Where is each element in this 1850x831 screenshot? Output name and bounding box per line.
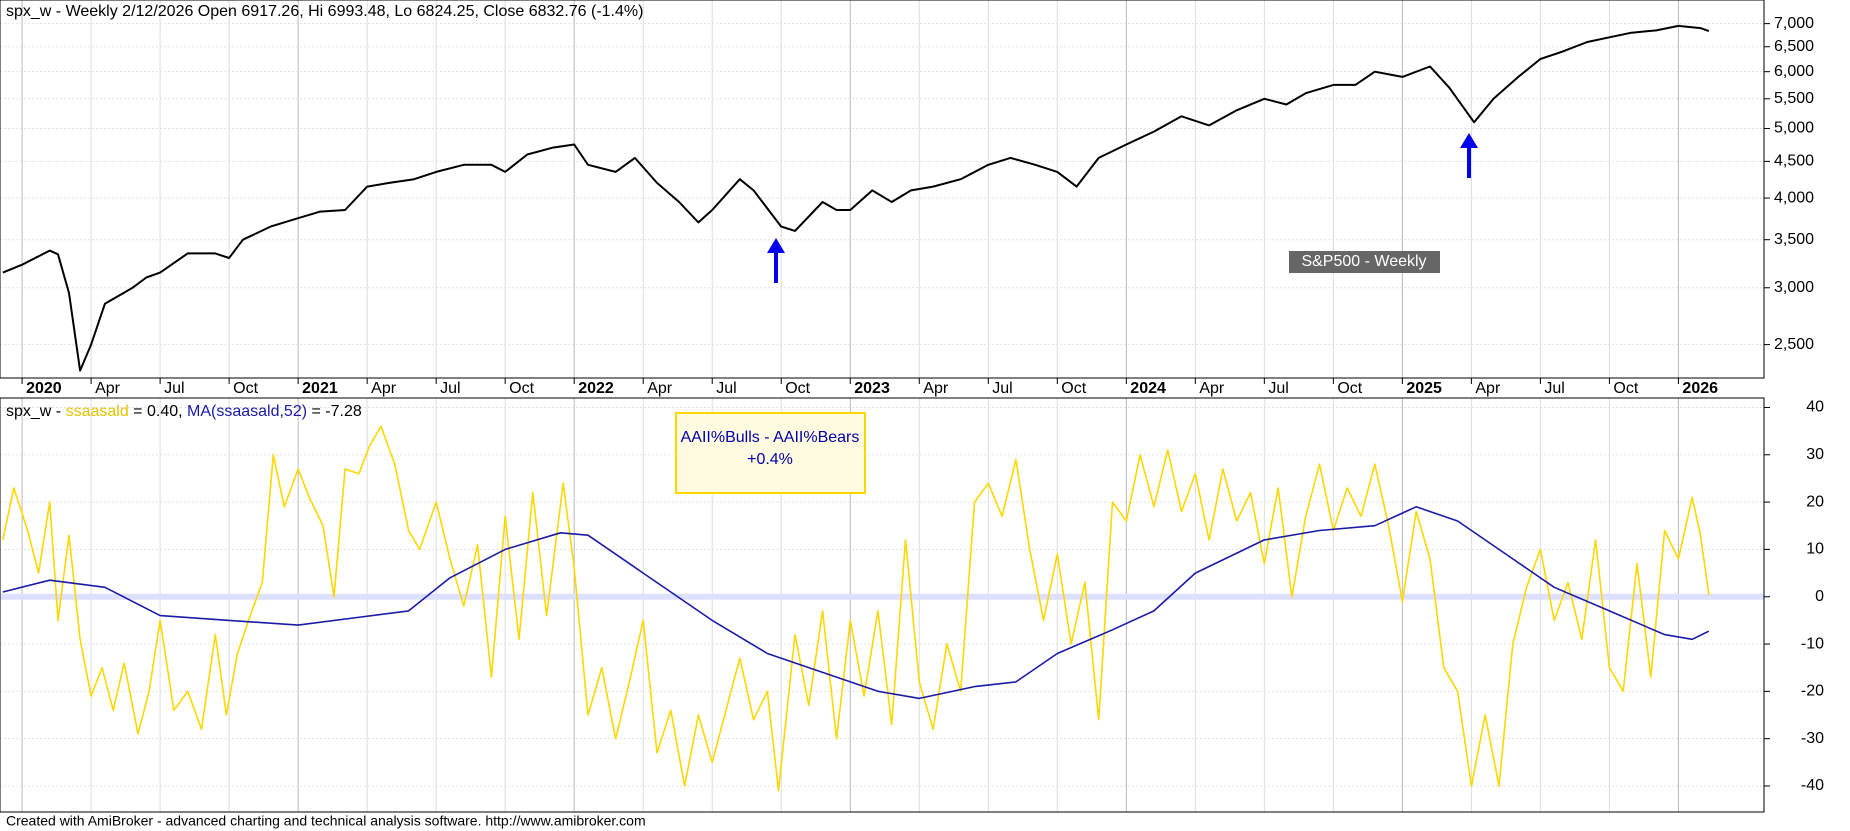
y-tick-label: 5,500 (1774, 90, 1814, 107)
y-tick-label: 4,000 (1774, 189, 1814, 206)
x-tick-label: 2021 (302, 380, 338, 397)
y-tick-label: 20 (1806, 493, 1824, 510)
y-tick-label: 2,500 (1774, 336, 1814, 353)
x-tick-label: Apr (371, 380, 397, 397)
y-tick-label: 0 (1815, 588, 1824, 605)
annotation-box (675, 412, 866, 494)
x-tick-label: Apr (1199, 380, 1225, 397)
x-tick-label: 2026 (1682, 380, 1718, 397)
top-title: spx_w - Weekly 2/12/2026 Open 6917.26, H… (6, 3, 643, 20)
x-tick-label: Oct (233, 380, 258, 397)
series-name: ssaasald (66, 403, 129, 420)
y-tick-label: -10 (1801, 635, 1824, 652)
y-tick-label: 6,000 (1774, 63, 1814, 80)
x-tick-label: Jul (164, 380, 184, 397)
x-tick-label: Oct (1613, 380, 1638, 397)
series-line (2, 24, 1710, 372)
arrow (767, 238, 785, 283)
x-tick-label: Oct (509, 380, 534, 397)
y-tick-label: -20 (1801, 683, 1824, 700)
x-tick-label: 2020 (26, 380, 62, 397)
series-name: MA(ssaasald,52) (187, 403, 307, 420)
x-tick-label: Oct (785, 380, 810, 397)
annotation: AAII%Bulls - AAII%Bears (681, 429, 860, 446)
annotation-box (1289, 251, 1440, 273)
bottom-title: spx_w - ssaasald = 0.40, MA(ssaasald,52)… (6, 403, 362, 420)
y-tick-label: -40 (1801, 777, 1824, 794)
x-tick-label: Apr (923, 380, 949, 397)
arrow (1460, 133, 1478, 178)
y-tick-label: 30 (1806, 446, 1824, 463)
title-part: = -7.28 (307, 403, 362, 420)
x-tick-label: Apr (1475, 380, 1501, 397)
top-pane-frame (0, 0, 1765, 379)
y-tick-label: 40 (1806, 399, 1824, 416)
title-part: spx_w - (6, 403, 66, 420)
x-tick-label: 2023 (854, 380, 890, 397)
x-tick-label: Jul (716, 380, 736, 397)
series-line (2, 506, 1710, 700)
zero-band (0, 593, 1764, 600)
y-tick-label: 3,500 (1774, 231, 1814, 248)
footer: Created with AmiBroker - advanced charti… (6, 813, 646, 829)
x-tick-label: 2024 (1130, 380, 1166, 397)
x-tick-label: Apr (647, 380, 673, 397)
y-tick-label: 6,500 (1774, 38, 1814, 55)
x-tick-label: Apr (95, 380, 121, 397)
x-tick-label: Jul (992, 380, 1012, 397)
x-tick-label: 2025 (1406, 380, 1442, 397)
x-tick-label: Jul (1268, 380, 1288, 397)
title-part: = 0.40, (129, 403, 187, 420)
grid-layer (0, 0, 1764, 812)
x-tick-label: Jul (440, 380, 460, 397)
x-tick-label: Jul (1544, 380, 1564, 397)
annotation: +0.4% (747, 451, 793, 468)
y-tick-label: 3,000 (1774, 279, 1814, 296)
y-tick-label: -30 (1801, 730, 1824, 747)
x-tick-label: Oct (1337, 380, 1362, 397)
y-tick-label: 4,500 (1774, 153, 1814, 170)
annotation: S&P500 - Weekly (1301, 253, 1426, 270)
y-tick-label: 7,000 (1774, 15, 1814, 32)
y-tick-label: 5,000 (1774, 120, 1814, 137)
y-tick-label: 10 (1806, 541, 1824, 558)
x-tick-label: 2022 (578, 380, 614, 397)
x-tick-label: Oct (1061, 380, 1086, 397)
